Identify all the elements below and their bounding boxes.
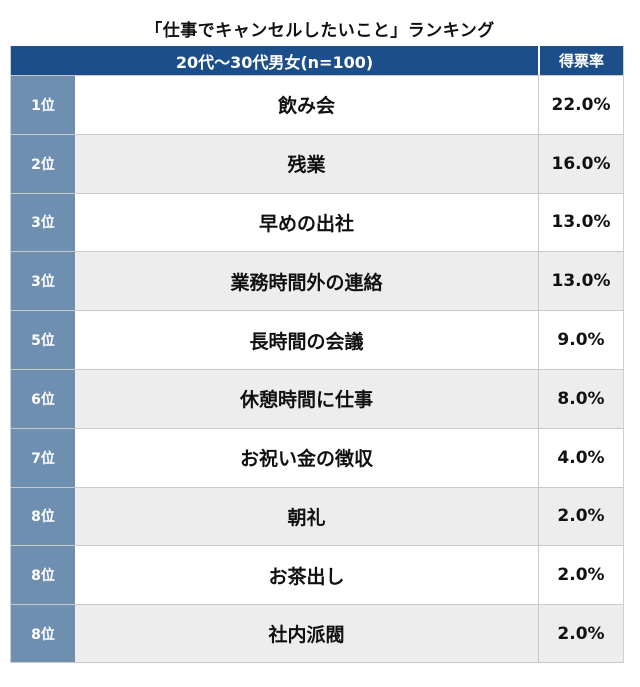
percent-cell: 4.0% bbox=[539, 428, 623, 487]
table-row: 5位 長時間の会議 9.0% bbox=[11, 310, 623, 369]
item-cell: お祝い金の徴収 bbox=[75, 428, 539, 487]
rank-cell: 3位 bbox=[11, 193, 75, 252]
percent-cell: 22.0% bbox=[539, 76, 623, 134]
ranking-table: 20代〜30代男女(n=100) 得票率 1位 飲み会 22.0% 2位 残業 … bbox=[10, 46, 624, 663]
item-cell: お茶出し bbox=[75, 546, 539, 605]
percent-cell: 8.0% bbox=[539, 369, 623, 428]
table-row: 7位 お祝い金の徴収 4.0% bbox=[11, 427, 623, 487]
table-row: 1位 飲み会 22.0% bbox=[11, 75, 623, 134]
percent-cell: 9.0% bbox=[539, 311, 623, 369]
table-row: 2位 残業 16.0% bbox=[11, 133, 623, 193]
item-cell: 飲み会 bbox=[75, 76, 539, 134]
rank-cell: 8位 bbox=[11, 605, 75, 662]
percent-cell: 16.0% bbox=[539, 134, 623, 193]
percent-cell: 2.0% bbox=[539, 605, 623, 662]
table-header: 20代〜30代男女(n=100) 得票率 bbox=[11, 46, 623, 75]
table-row: 6位 休憩時間に仕事 8.0% bbox=[11, 368, 623, 428]
item-cell: 早めの出社 bbox=[75, 193, 539, 252]
table-row: 3位 早めの出社 13.0% bbox=[11, 192, 623, 252]
percent-cell: 2.0% bbox=[539, 546, 623, 605]
item-cell: 休憩時間に仕事 bbox=[75, 369, 539, 428]
item-cell: 朝礼 bbox=[75, 487, 539, 546]
table-row: 8位 社内派閥 2.0% bbox=[11, 604, 623, 663]
rank-cell: 6位 bbox=[11, 369, 75, 428]
percent-cell: 13.0% bbox=[539, 252, 623, 311]
rank-cell: 5位 bbox=[11, 311, 75, 369]
item-cell: 業務時間外の連絡 bbox=[75, 252, 539, 311]
percent-cell: 2.0% bbox=[539, 487, 623, 546]
item-cell: 長時間の会議 bbox=[75, 311, 539, 369]
table-row: 8位 お茶出し 2.0% bbox=[11, 545, 623, 605]
table-row: 3位 業務時間外の連絡 13.0% bbox=[11, 251, 623, 311]
header-respondents: 20代〜30代男女(n=100) bbox=[11, 46, 538, 75]
rank-cell: 3位 bbox=[11, 252, 75, 311]
item-cell: 社内派閥 bbox=[75, 605, 539, 662]
item-cell: 残業 bbox=[75, 134, 539, 193]
rank-cell: 8位 bbox=[11, 546, 75, 605]
rank-cell: 8位 bbox=[11, 487, 75, 546]
rank-cell: 7位 bbox=[11, 428, 75, 487]
rank-cell: 2位 bbox=[11, 134, 75, 193]
header-vote-share: 得票率 bbox=[540, 46, 623, 75]
table-row: 8位 朝礼 2.0% bbox=[11, 486, 623, 546]
percent-cell: 13.0% bbox=[539, 193, 623, 252]
rank-cell: 1位 bbox=[11, 76, 75, 134]
page-title: 「仕事でキャンセルしたいこと」ランキング bbox=[145, 21, 495, 41]
